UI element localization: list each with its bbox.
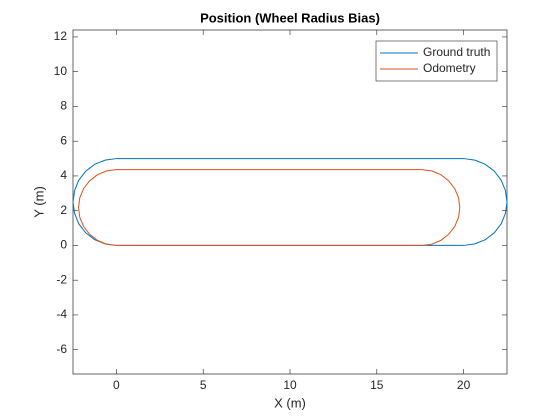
legend: Ground truth Odometry xyxy=(375,40,498,82)
series-line xyxy=(72,158,508,246)
x-tick-label: 10 xyxy=(283,378,297,392)
x-tick-label: 15 xyxy=(370,378,384,392)
legend-label: Ground truth xyxy=(423,45,490,59)
legend-box xyxy=(375,40,498,82)
y-tick-label: -4 xyxy=(56,307,67,321)
plot-area xyxy=(72,29,508,375)
y-tick-label: 12 xyxy=(54,29,68,43)
legend-label: Odometry xyxy=(423,61,476,75)
y-tick-label: -6 xyxy=(56,342,67,356)
y-tick-label: 10 xyxy=(54,64,68,78)
chart-title: Position (Wheel Radius Bias) xyxy=(200,10,380,25)
x-tick-label: 20 xyxy=(457,378,471,392)
y-tick-label: 6 xyxy=(60,133,67,147)
x-tick-label: 5 xyxy=(200,378,207,392)
y-tick-label: 2 xyxy=(60,203,67,217)
y-tick-label: 4 xyxy=(60,168,67,182)
x-axis-label: X (m) xyxy=(274,395,306,410)
x-tick-label: 0 xyxy=(113,378,120,392)
y-tick-label: 0 xyxy=(60,238,67,252)
series-line xyxy=(78,169,461,246)
y-tick-label: -2 xyxy=(56,272,67,286)
y-tick-label: 8 xyxy=(60,99,67,113)
y-axis-label: Y (m) xyxy=(31,186,46,218)
